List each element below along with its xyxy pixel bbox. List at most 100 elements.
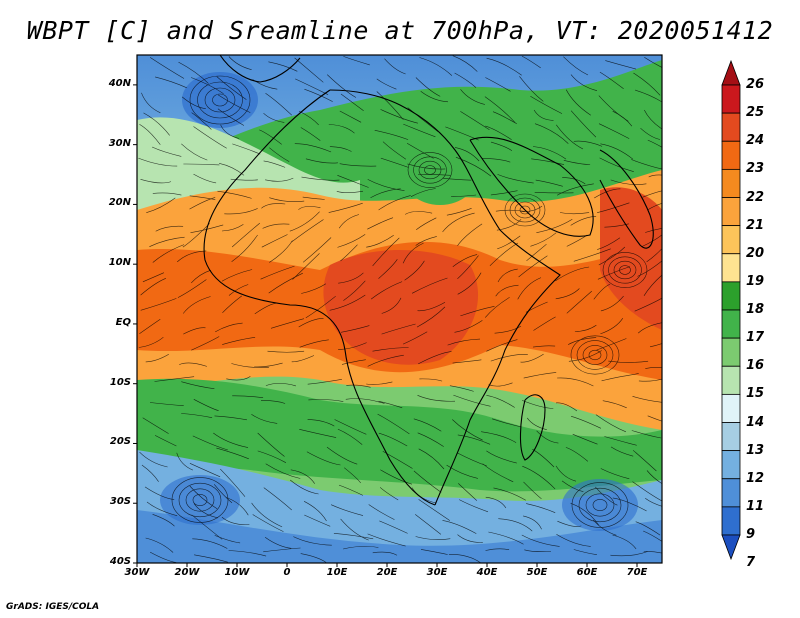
streamline	[556, 183, 594, 196]
colorbar-label: 11	[746, 498, 765, 514]
streamline	[370, 188, 401, 199]
streamline	[142, 417, 169, 434]
streamline	[557, 377, 594, 387]
colorbar-label: 26	[746, 77, 765, 92]
streamline	[338, 214, 360, 229]
streamline	[140, 179, 172, 184]
streamline	[493, 487, 526, 501]
streamline	[644, 109, 662, 130]
streamline	[214, 535, 241, 544]
streamline	[521, 55, 541, 69]
streamline-swirl	[519, 205, 531, 215]
streamline	[573, 140, 603, 147]
streamline	[294, 143, 332, 153]
streamline	[139, 451, 168, 468]
colorbar-segment	[721, 281, 741, 311]
streamline	[339, 163, 377, 167]
streamline	[442, 520, 477, 534]
streamline	[367, 217, 394, 230]
streamline	[631, 159, 662, 170]
streamline	[333, 533, 374, 540]
colorbar-segment	[721, 84, 741, 114]
field-east-hot	[600, 187, 662, 330]
streamline	[268, 272, 303, 294]
streamline	[232, 143, 261, 155]
field-green-mid	[400, 135, 480, 205]
streamline	[610, 179, 647, 185]
streamline	[556, 124, 584, 150]
colorbar-label: 12	[746, 470, 765, 486]
streamline	[146, 197, 176, 213]
streamline	[381, 297, 402, 314]
streamline	[189, 463, 221, 478]
streamline	[231, 222, 260, 248]
streamline	[264, 537, 292, 549]
colorbar-label: 14	[746, 414, 765, 430]
streamline	[494, 325, 522, 334]
streamline	[452, 359, 482, 364]
streamline	[191, 112, 212, 130]
streamline	[307, 379, 342, 385]
streamline	[450, 194, 477, 197]
lat-label: 30N	[108, 137, 131, 149]
streamline	[382, 141, 407, 160]
streamline	[594, 188, 621, 199]
streamline	[570, 502, 599, 526]
streamline	[460, 306, 495, 317]
streamline	[338, 272, 364, 284]
streamline	[214, 415, 247, 421]
streamline	[257, 450, 287, 463]
streamline	[378, 432, 408, 447]
streamline	[488, 382, 513, 387]
streamline	[643, 551, 662, 554]
streamline	[378, 195, 411, 211]
streamline	[563, 160, 591, 165]
colorbar-label: 23	[746, 161, 765, 177]
streamline-swirl	[418, 160, 442, 180]
streamline	[523, 515, 542, 530]
streamline	[556, 533, 591, 547]
streamline	[216, 76, 247, 100]
streamline	[338, 484, 364, 496]
streamline	[457, 255, 479, 280]
streamline	[600, 143, 634, 160]
streamline	[492, 111, 517, 125]
streamline	[151, 146, 182, 157]
field-hottest-core	[323, 250, 479, 365]
streamline	[183, 327, 206, 335]
streamline	[222, 295, 242, 314]
streamline	[420, 549, 448, 555]
lon-label: 20W	[174, 567, 200, 578]
streamline	[647, 139, 662, 148]
colorbar-segment	[721, 112, 741, 142]
streamline	[642, 190, 662, 198]
streamline	[294, 57, 324, 83]
streamline	[597, 266, 631, 280]
streamline	[526, 243, 547, 262]
streamline	[306, 451, 341, 466]
streamline	[570, 110, 597, 138]
streamline	[329, 294, 366, 311]
streamline	[181, 96, 206, 109]
streamline	[299, 429, 337, 438]
streamline	[142, 272, 165, 283]
streamline	[519, 76, 544, 102]
streamline	[523, 372, 557, 379]
streamline	[149, 57, 185, 79]
streamline-swirl	[197, 81, 243, 119]
colorbar-segment	[721, 225, 741, 255]
streamline	[213, 432, 249, 448]
streamline	[262, 223, 290, 229]
streamline	[337, 234, 366, 248]
streamline	[145, 537, 174, 553]
field-cyclone-sw	[160, 475, 240, 525]
wbpt-field	[137, 55, 662, 563]
streamline	[189, 195, 216, 200]
streamline	[555, 402, 578, 412]
streamline	[452, 254, 478, 267]
streamline	[485, 496, 507, 509]
streamline	[329, 146, 352, 152]
streamline	[328, 124, 355, 134]
streamline	[367, 354, 404, 367]
streamline	[217, 190, 252, 199]
